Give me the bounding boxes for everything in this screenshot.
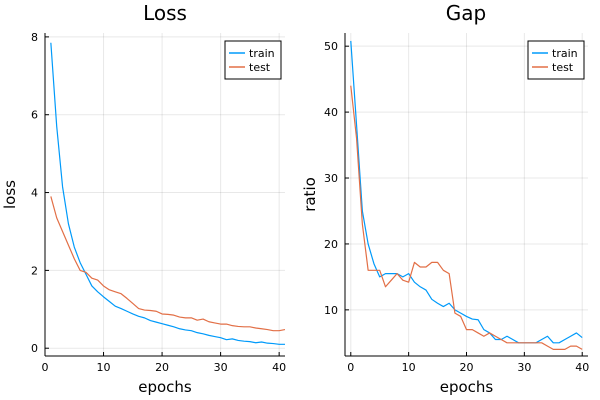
y-tick-label: 2 bbox=[31, 264, 38, 277]
legend-box bbox=[224, 40, 282, 80]
y-tick-label: 0 bbox=[31, 342, 38, 355]
x-tick-label: 20 bbox=[155, 361, 169, 374]
y-tick-label: 50 bbox=[324, 40, 338, 53]
y-tick-label: 4 bbox=[31, 187, 38, 200]
legend-label-test: test bbox=[249, 61, 271, 74]
x-tick-label: 10 bbox=[97, 361, 111, 374]
series-line-test bbox=[50, 196, 285, 332]
legend-box bbox=[527, 40, 585, 80]
y-tick-label: 20 bbox=[324, 238, 338, 251]
y-tick-label: 6 bbox=[31, 109, 38, 122]
legend-label-test: test bbox=[552, 61, 574, 74]
x-tick-label: 0 bbox=[347, 361, 354, 374]
legend-label-train: train bbox=[552, 47, 578, 60]
x-tick-label: 20 bbox=[460, 361, 474, 374]
legend-label-train: train bbox=[249, 47, 275, 60]
series-line-train bbox=[50, 42, 285, 345]
chart-title: Gap bbox=[446, 1, 486, 25]
chart-title: Loss bbox=[143, 1, 187, 25]
series-line-test bbox=[350, 85, 583, 351]
y-tick-label: 30 bbox=[324, 172, 338, 185]
x-axis-title: epochs bbox=[440, 378, 494, 396]
x-axis-title: epochs bbox=[138, 378, 192, 396]
y-tick-label: 40 bbox=[324, 106, 338, 119]
x-tick-label: 30 bbox=[517, 361, 531, 374]
y-tick-label: 10 bbox=[324, 304, 338, 317]
x-tick-label: 40 bbox=[575, 361, 589, 374]
x-tick-label: 30 bbox=[214, 361, 228, 374]
y-axis-title: ratio bbox=[301, 177, 319, 212]
x-tick-label: 0 bbox=[42, 361, 49, 374]
gap-panel: 0 10 20 30 40 10 20 30 40 50 Gap epochs ratio trainte… bbox=[301, 1, 589, 396]
y-tick-label: 8 bbox=[31, 31, 38, 44]
y-axis-title: loss bbox=[1, 180, 19, 209]
x-tick-label: 40 bbox=[272, 361, 286, 374]
series-line-train bbox=[350, 40, 583, 344]
x-tick-label: 10 bbox=[402, 361, 416, 374]
